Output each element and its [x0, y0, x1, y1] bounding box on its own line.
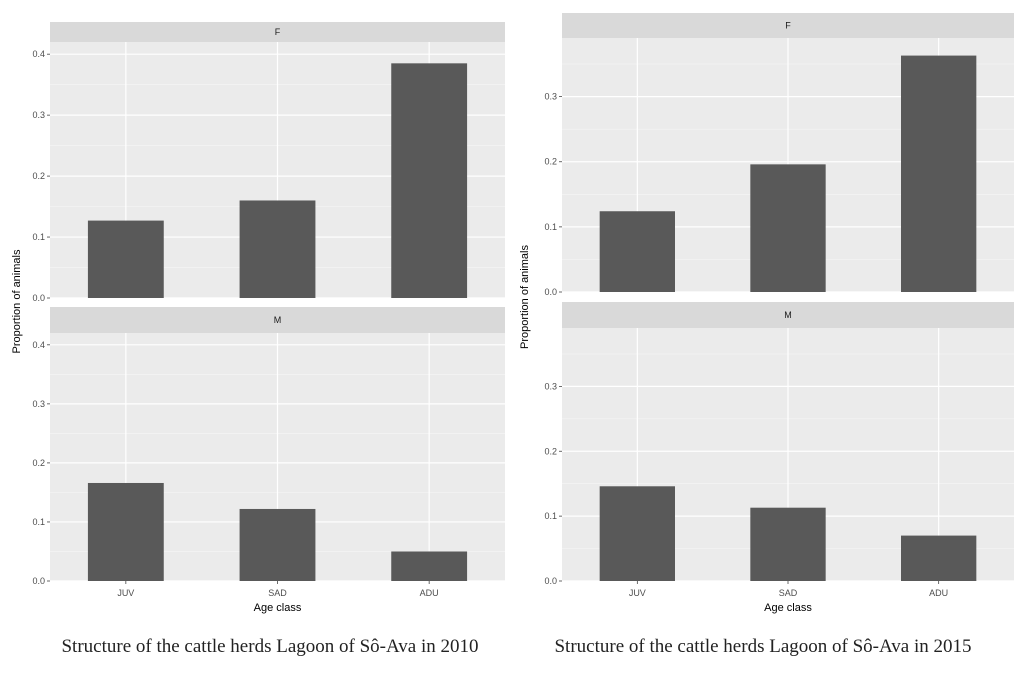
chart-2010: F 0.0 0.1 0.2 0.3 0.4 M 0.0 0.1 0.2 0.3 0.4 JUV SAD AD… — [0, 0, 510, 620]
bar-m-juv — [87, 482, 164, 581]
x-tick-label: ADU — [929, 588, 948, 598]
y-tick-label: 0.3 — [32, 399, 45, 409]
y-tick-label: 0.0 — [32, 576, 45, 586]
bar-f-sad — [750, 164, 826, 292]
bar-f-juv — [599, 211, 675, 292]
facet-strip — [50, 307, 505, 333]
y-axis-title: Proportion of animals — [519, 245, 531, 349]
bar-f-adu — [391, 63, 468, 299]
bar-m-sad — [750, 507, 826, 581]
x-axis-title: Age class — [254, 602, 302, 614]
y-tick-label: 0.2 — [32, 171, 45, 181]
y-tick-label: 0.0 — [32, 293, 45, 303]
chart-svg: F 0.0 0.1 0.2 0.3 0.4 M 0.0 0.1 0.2 0.3 0.4 JUV SAD AD… — [11, 22, 505, 614]
y-axis-title: Proportion of animals — [11, 249, 23, 353]
x-tick-label: SAD — [268, 588, 287, 598]
y-tick-label: 0.0 — [544, 576, 557, 586]
y-tick-label: 0.2 — [32, 458, 45, 468]
facet-strip-label: M — [274, 315, 282, 325]
bar-f-sad — [239, 200, 316, 298]
y-tick-label: 0.1 — [544, 511, 557, 521]
y-tick-label: 0.2 — [544, 157, 557, 167]
facet-strip-label: M — [784, 310, 792, 320]
bar-f-adu — [901, 55, 977, 293]
facet-strip-label: F — [275, 27, 281, 37]
facet-strip-label: F — [785, 21, 791, 31]
x-axis-title: Age class — [764, 602, 812, 614]
facet-strip — [562, 13, 1014, 38]
facet-strip — [50, 22, 505, 42]
bar-m-adu — [901, 535, 977, 581]
chart-svg: F 0.0 0.1 0.2 0.3 M 0.0 0.1 0.2 0.3 JUV SAD ADU Age c… — [519, 13, 1014, 614]
caption-2010: Structure of the cattle herds Lagoon of … — [61, 636, 479, 657]
y-tick-label: 0.1 — [544, 222, 557, 232]
y-tick-label: 0.0 — [544, 287, 557, 297]
x-tick-label: JUV — [117, 588, 134, 598]
y-tick-label: 0.4 — [32, 49, 45, 59]
y-tick-label: 0.1 — [32, 517, 45, 527]
bar-m-adu — [391, 551, 468, 581]
y-tick-label: 0.1 — [32, 232, 45, 242]
y-tick-label: 0.3 — [544, 92, 557, 102]
x-tick-label: SAD — [779, 588, 798, 598]
chart-2015: F 0.0 0.1 0.2 0.3 M 0.0 0.1 0.2 0.3 JUV SAD ADU Age c… — [510, 0, 1015, 620]
bar-f-juv — [87, 220, 164, 298]
facet-strip — [562, 302, 1014, 328]
caption-2015: Structure of the cattle herds Lagoon of … — [554, 636, 972, 657]
y-tick-label: 0.3 — [32, 110, 45, 120]
x-tick-label: ADU — [420, 588, 439, 598]
x-tick-label: JUV — [629, 588, 646, 598]
y-tick-label: 0.3 — [544, 381, 557, 391]
y-tick-label: 0.2 — [544, 446, 557, 456]
bar-m-sad — [239, 508, 316, 581]
bar-m-juv — [599, 486, 675, 581]
y-tick-label: 0.4 — [32, 340, 45, 350]
